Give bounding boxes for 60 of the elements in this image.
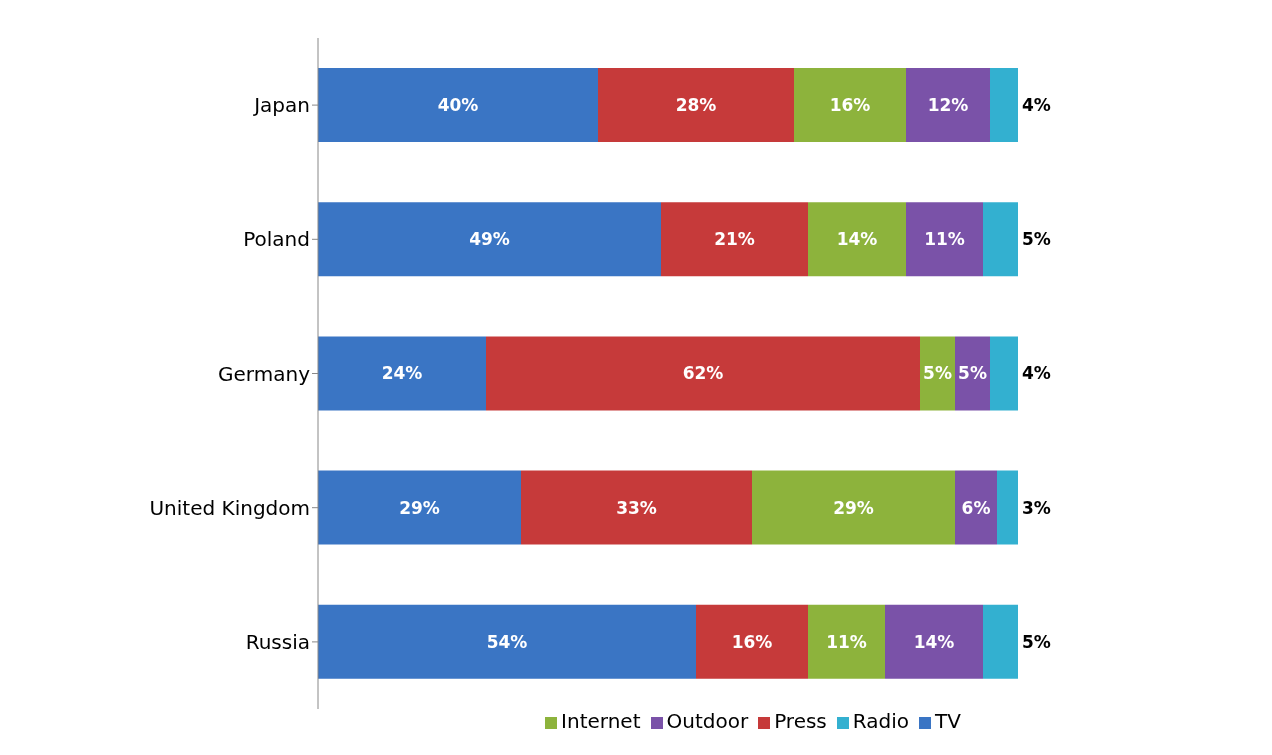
data-label: 5% xyxy=(958,363,987,384)
bar xyxy=(521,470,752,545)
legend-label: TV xyxy=(935,709,961,733)
data-label: 14% xyxy=(836,229,878,250)
data-label: 24% xyxy=(381,363,423,384)
data-label: 11% xyxy=(924,229,965,250)
y-tick-label: Japan xyxy=(252,93,310,118)
data-label: 33% xyxy=(616,497,657,518)
legend-label: Radio xyxy=(852,709,909,733)
bar xyxy=(661,202,808,277)
bar xyxy=(808,604,885,679)
data-label: 54% xyxy=(486,631,528,652)
bar xyxy=(983,202,1018,277)
data-label: 16% xyxy=(829,95,871,115)
bar xyxy=(696,604,808,679)
bar xyxy=(990,336,1018,411)
bar xyxy=(997,470,1018,545)
bar xyxy=(955,470,997,545)
legend-label: Internet xyxy=(561,709,641,733)
bar xyxy=(598,68,794,142)
bar xyxy=(920,336,955,411)
data-label: 49% xyxy=(469,229,510,250)
data-label: 5% xyxy=(923,363,952,384)
legend-label: Outdoor xyxy=(666,709,749,733)
bar xyxy=(486,336,920,411)
bar xyxy=(990,68,1018,142)
data-label: 16% xyxy=(731,631,773,652)
data-label: 28% xyxy=(675,95,717,115)
bar xyxy=(955,336,990,411)
y-tick-label: United Kingdom xyxy=(149,495,310,520)
data-label: 40% xyxy=(437,95,479,115)
bar xyxy=(752,470,955,545)
bar xyxy=(318,604,696,679)
data-label: 29% xyxy=(399,497,440,518)
data-label: 5% xyxy=(1022,229,1051,250)
bar xyxy=(318,470,521,545)
data-label: 4% xyxy=(1022,95,1051,115)
bar xyxy=(885,604,983,679)
data-label: 14% xyxy=(913,631,955,652)
data-label: 3% xyxy=(1022,497,1051,518)
data-label: 12% xyxy=(927,95,969,115)
bar xyxy=(906,68,990,142)
y-tick-label: Russia xyxy=(245,630,310,654)
data-label: 21% xyxy=(714,229,755,250)
data-label: 11% xyxy=(826,631,867,652)
bar xyxy=(983,604,1018,679)
y-tick-label: Poland xyxy=(243,227,310,252)
bar xyxy=(318,202,661,277)
data-label: 62% xyxy=(682,363,724,384)
data-label: 29% xyxy=(833,497,874,518)
bar xyxy=(318,336,486,411)
bar xyxy=(808,202,906,277)
legend-label: Press xyxy=(774,709,827,733)
data-label: 5% xyxy=(1022,631,1051,652)
bar xyxy=(906,202,983,277)
bar xyxy=(794,68,906,142)
y-tick-label: Germany xyxy=(218,361,311,386)
bar xyxy=(318,68,598,142)
data-label: 4% xyxy=(1022,363,1051,384)
data-label: 6% xyxy=(961,497,991,518)
